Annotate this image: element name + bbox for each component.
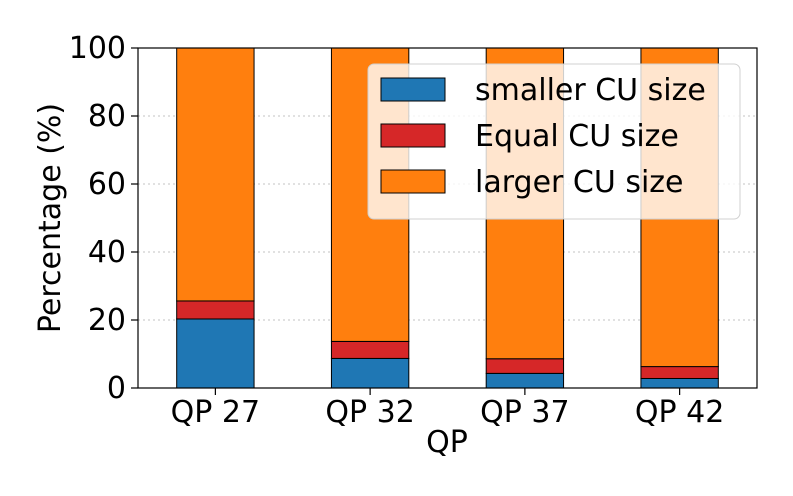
legend-label: larger CU size [475,165,684,200]
bar-segment [176,300,255,320]
bar-segment [176,318,255,389]
y-tick-label: 60 [88,167,126,202]
x-axis-label: QP [426,425,468,460]
legend: smaller CU size Equal CU size larger CU si… [367,63,741,220]
legend-swatch [380,77,446,102]
bar-segment [176,47,255,302]
y-tick-label: 20 [88,303,126,338]
bar-segment [485,358,565,374]
bar-segment [330,357,410,389]
y-tick-label: 80 [88,99,126,134]
y-axis-ticks: 0 20 40 60 80 100 [69,31,138,406]
x-tick-label: QP 37 [480,395,569,430]
legend-box [367,63,741,220]
y-tick-label: 40 [88,235,126,270]
legend-label: smaller CU size [475,73,706,108]
x-tick-label: QP 42 [635,395,724,430]
legend-label: Equal CU size [475,119,679,154]
x-axis-ticks: QP 27 QP 32 QP 37 QP 42 [171,388,724,430]
bar-segment [485,372,565,389]
plot-frame [137,47,758,389]
legend-swatch [380,123,446,148]
y-tick-label: 100 [69,31,126,66]
bar-segment [640,377,719,389]
y-tick-label: 0 [107,371,126,406]
x-tick-label: QP 27 [171,395,260,430]
legend-swatch [380,169,446,194]
x-tick-label: QP 32 [325,395,414,430]
y-axis-label: Percentage (%) [33,103,68,333]
bar-segment [640,366,719,379]
bar-segment [330,340,410,359]
